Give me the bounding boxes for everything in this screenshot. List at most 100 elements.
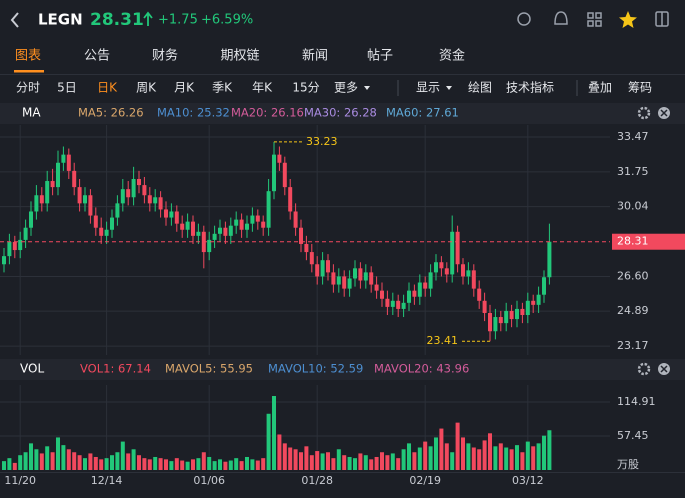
alert-icon[interactable] — [554, 11, 568, 25]
toolbar-button[interactable]: 15分 — [292, 81, 319, 95]
volume-bar — [277, 434, 282, 470]
volume-bar — [2, 461, 6, 470]
candle-body — [23, 227, 28, 240]
toolbar-button[interactable]: 技术指标 — [506, 80, 554, 95]
candle-body — [174, 211, 179, 224]
candle-body — [147, 195, 152, 204]
candle-body — [245, 223, 249, 230]
candle-body — [477, 288, 482, 301]
candle-body — [120, 189, 125, 204]
volume-bar — [77, 455, 82, 470]
candle-body — [18, 239, 23, 251]
tab[interactable]: 图表 — [15, 49, 41, 64]
toolbar-button[interactable]: 筹码 — [628, 81, 652, 95]
volume-bar — [126, 453, 131, 470]
ma-legend-item: MA60: 27.61 — [386, 106, 459, 120]
candle-body — [266, 191, 271, 228]
candle-body — [99, 227, 104, 236]
toolbar-button[interactable]: 日K — [97, 81, 118, 95]
volume-bar — [218, 459, 222, 470]
candle-body — [336, 276, 341, 285]
tab[interactable]: 公告 — [84, 49, 110, 64]
candle-body — [282, 162, 287, 188]
toolbar-button[interactable]: 绘图 — [468, 80, 492, 95]
tab[interactable]: 财务 — [152, 48, 178, 64]
symbol: LEGN — [38, 11, 83, 29]
volume-bar — [293, 449, 298, 470]
candle-body — [45, 181, 50, 204]
volume-bar — [407, 443, 411, 470]
candle-body — [434, 262, 438, 273]
candle-body — [223, 227, 228, 236]
candle-body — [293, 211, 298, 228]
volume-bar — [261, 458, 266, 470]
volume-bar — [374, 456, 379, 470]
candle-body — [153, 197, 158, 204]
volume-bar — [531, 446, 536, 470]
candle-body — [342, 276, 347, 289]
toolbar-button[interactable]: 分时 — [16, 81, 40, 95]
toolbar-button[interactable]: 显示 — [416, 81, 440, 95]
candle-body — [488, 312, 492, 332]
volume-bar — [412, 452, 417, 470]
tab[interactable]: 资金 — [439, 48, 465, 64]
settings-icon[interactable] — [637, 106, 651, 120]
vol-legend: VOL1: 67.14 MAVOL5: 55.95 MAVOL10: 52.59 MA… — [80, 362, 469, 376]
volume-bar — [131, 449, 136, 470]
toolbar-button[interactable]: 周K — [136, 81, 157, 95]
candle-body — [93, 215, 98, 228]
candle-body — [29, 211, 33, 228]
y-tick-label: 24.89 — [617, 304, 649, 317]
volume-bar — [385, 455, 390, 470]
tab[interactable]: 新闻 — [302, 48, 328, 64]
candle-body — [207, 239, 212, 253]
candle-body — [131, 178, 136, 198]
candle-body — [250, 215, 255, 224]
candle-body — [277, 154, 282, 163]
tab[interactable]: 期权链 — [220, 48, 259, 64]
candle-body — [407, 290, 411, 303]
candle-body — [61, 154, 66, 163]
x-tick-label: 01/28 — [301, 474, 333, 487]
vol-tick-label: 57.45 — [617, 429, 649, 442]
candle-body — [509, 310, 514, 320]
toolbar-button[interactable]: 年K — [252, 81, 273, 95]
volume-bar — [353, 458, 357, 470]
favorite-star[interactable] — [619, 11, 637, 28]
tab[interactable]: 帖子 — [367, 49, 393, 64]
toolbar-button[interactable]: 更多 — [334, 81, 358, 95]
candle-body — [326, 260, 330, 273]
search-icon[interactable] — [517, 12, 531, 26]
candle-body — [191, 221, 195, 236]
toolbar-button[interactable]: 5日 — [57, 81, 77, 95]
candle-body — [461, 264, 465, 277]
volume-bar — [153, 456, 158, 470]
candle-body — [142, 185, 147, 196]
candle-body — [185, 221, 190, 230]
grid-icon[interactable] — [587, 12, 602, 27]
volume-bar — [93, 456, 98, 470]
volume-bar — [466, 443, 471, 470]
volume-bar — [83, 458, 87, 470]
candle-body — [158, 197, 163, 210]
candle-body — [255, 215, 260, 222]
volume-bar — [201, 452, 206, 470]
volume-bar — [12, 462, 17, 470]
volume-bar — [288, 447, 293, 470]
back-button[interactable] — [10, 12, 19, 28]
candle-body — [374, 284, 379, 291]
candle-body — [50, 181, 55, 188]
volume-bar — [363, 455, 368, 470]
volume-bar — [272, 396, 276, 470]
volume-bar — [428, 446, 433, 470]
volume-bar — [498, 443, 503, 470]
candle-body — [169, 211, 174, 218]
toolbar-button[interactable]: 季K — [212, 81, 233, 95]
volume-bar — [88, 453, 93, 470]
toolbar-button[interactable]: 月K — [174, 81, 195, 95]
settings-icon[interactable] — [637, 362, 651, 376]
candle-body — [66, 154, 71, 171]
volume-bar — [61, 445, 66, 470]
toolbar-button[interactable]: 叠加 — [588, 81, 612, 95]
